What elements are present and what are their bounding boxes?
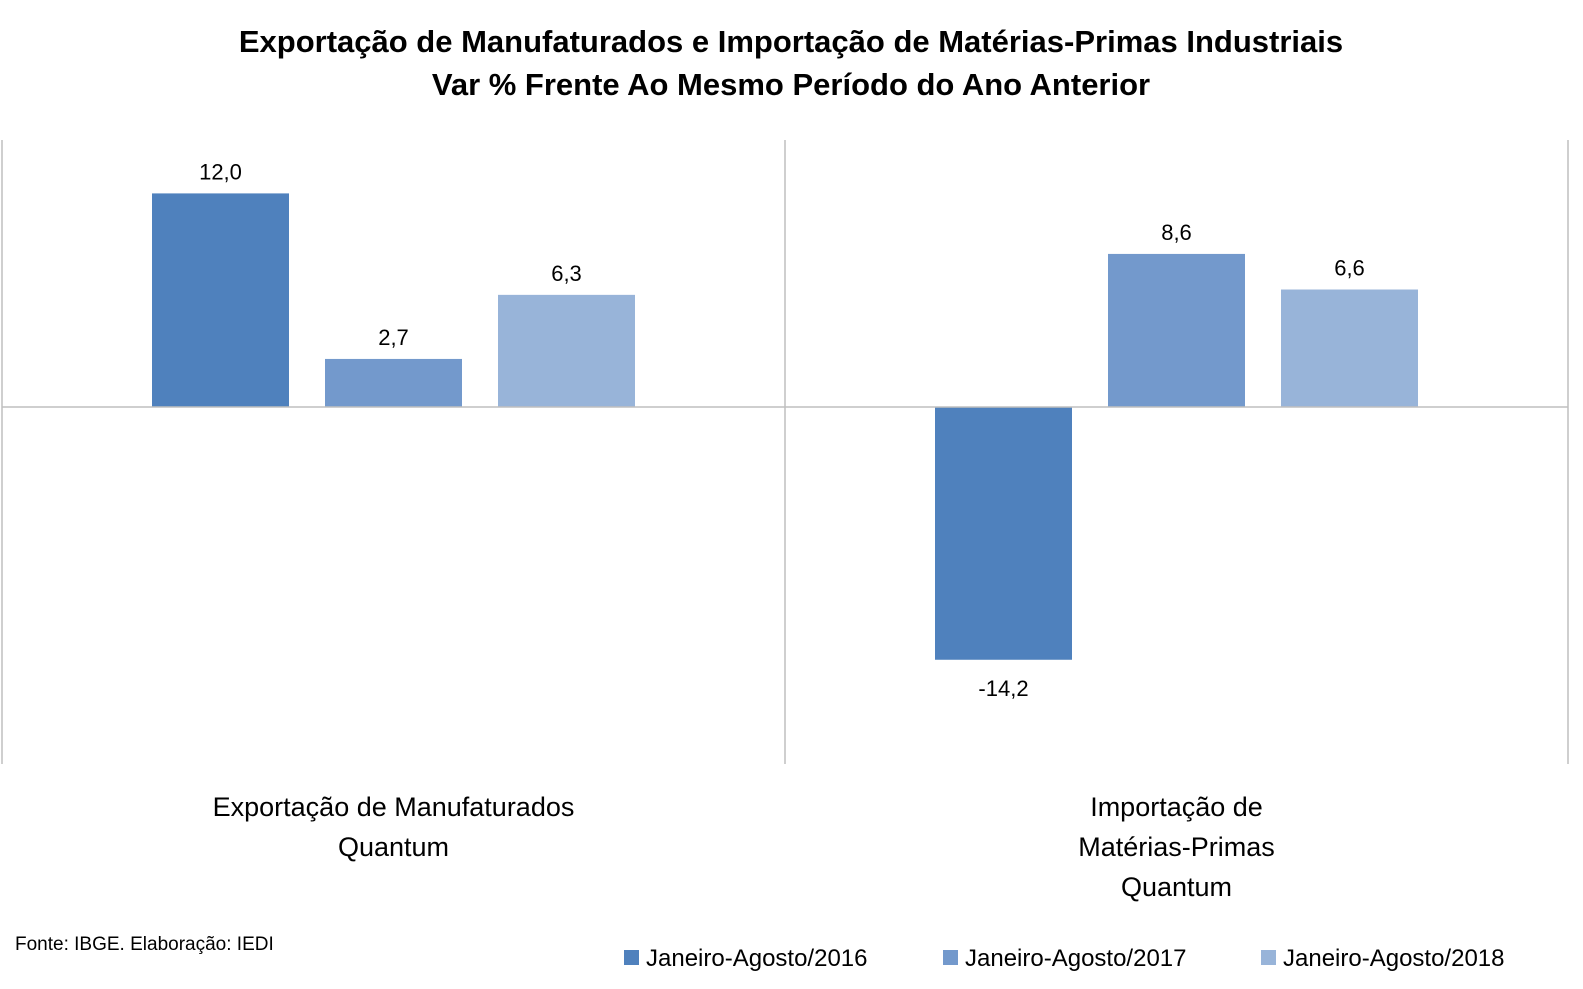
chart-title: Exportação de Manufaturados e Importação…: [239, 24, 1343, 59]
data-label: 12,0: [199, 159, 242, 184]
bar: [935, 407, 1072, 660]
data-label: 8,6: [1161, 220, 1192, 245]
legend-swatch: [1261, 950, 1276, 965]
chart-subtitle: Var % Frente Ao Mesmo Período do Ano Ant…: [432, 67, 1150, 102]
legend-label: Janeiro-Agosto/2016: [646, 945, 867, 972]
legend-swatch: [943, 950, 958, 965]
source-note: Fonte: IBGE. Elaboração: IEDI: [15, 934, 274, 955]
legend-swatch: [624, 950, 639, 965]
category-label: Exportação de Manufaturados: [213, 792, 575, 822]
legend-label: Janeiro-Agosto/2018: [1283, 945, 1504, 972]
data-label: 2,7: [378, 325, 409, 350]
bar: [325, 358, 462, 407]
data-label: -14,2: [978, 676, 1028, 701]
bar: [498, 294, 635, 407]
category-label: Quantum: [338, 832, 449, 862]
plot-area: 12,0 2,7 6,3 Exportação de Manufaturados Qua…: [1, 140, 1569, 902]
data-label: 6,6: [1334, 256, 1365, 281]
legend: Janeiro-Agosto/2016 Janeiro-Agosto/2017 Ja…: [624, 945, 1504, 972]
bar: [152, 193, 289, 407]
data-label: 6,3: [551, 261, 582, 286]
bar: [1108, 253, 1245, 407]
legend-label: Janeiro-Agosto/2017: [965, 945, 1186, 972]
category-label: Importação de: [1090, 792, 1263, 822]
category-label: Matérias-Primas: [1078, 832, 1275, 862]
bar: [1281, 289, 1418, 407]
category-label: Quantum: [1121, 872, 1232, 902]
